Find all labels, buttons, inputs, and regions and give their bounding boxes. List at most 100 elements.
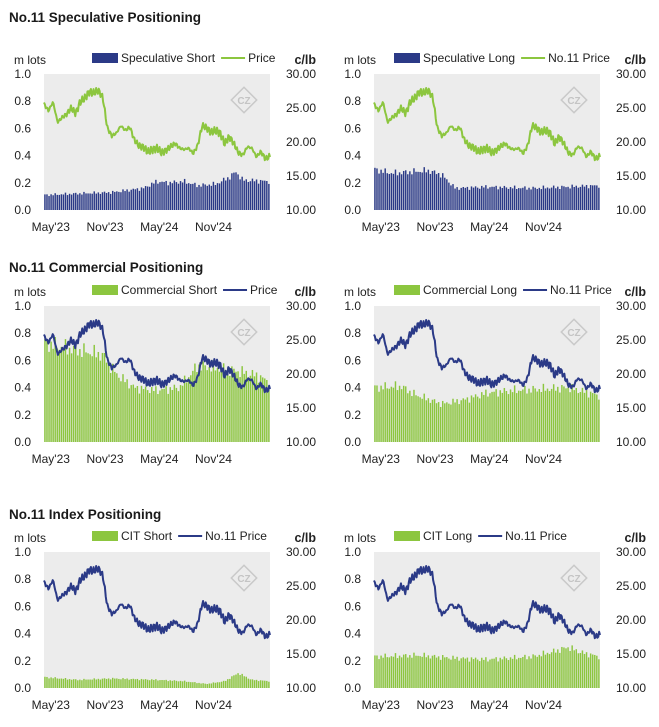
bar	[77, 680, 79, 688]
bar	[68, 193, 71, 210]
bar	[81, 680, 83, 688]
bar	[255, 179, 258, 210]
bar	[392, 656, 395, 688]
bar	[249, 375, 252, 442]
bar	[476, 187, 479, 210]
bar	[596, 185, 598, 210]
bar	[259, 375, 262, 442]
bar	[140, 385, 143, 442]
bar	[561, 185, 563, 210]
bar	[151, 182, 153, 210]
bar	[229, 678, 231, 688]
bar	[52, 678, 54, 688]
bar	[421, 656, 423, 688]
bar	[569, 392, 571, 442]
bar	[392, 387, 395, 442]
bar	[247, 678, 250, 688]
bar	[437, 172, 440, 210]
bar	[427, 169, 430, 210]
bar	[153, 679, 155, 688]
chart-panel-4: m lots c/lb Commercial Long No.11 Price 0.0 0…	[344, 283, 646, 466]
bar	[64, 677, 67, 688]
bar	[89, 679, 91, 688]
bar	[376, 385, 378, 442]
bar	[520, 390, 522, 442]
bar	[429, 173, 432, 210]
legend-line-label: No.11 Price	[505, 529, 567, 543]
bar	[501, 392, 504, 442]
bar	[555, 188, 557, 210]
bar	[491, 186, 493, 210]
bar	[433, 170, 436, 210]
bar	[561, 384, 563, 442]
bar	[116, 678, 118, 688]
bar	[552, 185, 555, 210]
bar	[101, 192, 104, 210]
bar	[384, 382, 386, 442]
bar	[218, 183, 221, 210]
bar	[58, 194, 61, 210]
bar	[190, 375, 192, 442]
bar	[146, 186, 149, 210]
price-line	[43, 565, 271, 640]
bar	[255, 372, 258, 442]
right-tick-label: 25.00	[286, 579, 316, 593]
bar	[68, 347, 71, 442]
bar	[99, 193, 102, 210]
bar	[130, 189, 132, 210]
bar	[183, 178, 186, 210]
bar	[218, 371, 221, 442]
right-tick-label: 15.00	[616, 169, 646, 183]
bar	[487, 661, 489, 688]
right-tick-label: 20.00	[616, 613, 646, 627]
bar	[550, 187, 553, 210]
bar	[460, 400, 462, 442]
bar	[142, 188, 145, 210]
bar	[58, 678, 61, 688]
bar	[245, 676, 247, 688]
bar	[470, 395, 473, 442]
bar	[435, 174, 438, 210]
bar	[93, 191, 95, 210]
bar	[596, 394, 598, 442]
left-tick-label: 0.6	[14, 353, 31, 367]
legend-line-label: No.11 Price	[205, 529, 267, 543]
bar	[402, 170, 405, 210]
left-axis-unit: m lots	[344, 531, 376, 545]
bar	[534, 655, 536, 688]
bar	[565, 388, 567, 442]
bar	[530, 658, 532, 688]
left-axis-unit: m lots	[344, 285, 376, 299]
bar	[239, 179, 241, 210]
left-tick-label: 0.4	[14, 627, 31, 641]
bar	[220, 681, 223, 688]
bar	[179, 181, 182, 210]
bar	[433, 654, 436, 688]
bar	[227, 679, 229, 688]
left-tick-label: 0.2	[344, 408, 361, 422]
bar	[247, 182, 250, 210]
bar	[251, 369, 254, 442]
bar	[538, 187, 541, 210]
bar	[579, 652, 582, 688]
bar	[97, 351, 100, 442]
bar	[52, 195, 54, 210]
bar	[54, 337, 56, 442]
svg-text:CZ: CZ	[237, 574, 250, 585]
bar	[499, 390, 501, 442]
bar	[79, 193, 81, 210]
bar	[264, 680, 266, 688]
bar	[413, 652, 415, 688]
bar	[563, 186, 565, 210]
x-tick-label: May'23	[362, 452, 401, 466]
bar	[583, 653, 586, 688]
bar	[194, 363, 196, 442]
right-axis-unit: c/lb	[624, 285, 646, 299]
bar	[196, 372, 198, 442]
bar	[522, 656, 524, 688]
bar	[518, 188, 520, 210]
bar	[550, 388, 553, 442]
bar	[501, 659, 504, 688]
bar	[518, 390, 520, 442]
bar	[159, 182, 161, 210]
